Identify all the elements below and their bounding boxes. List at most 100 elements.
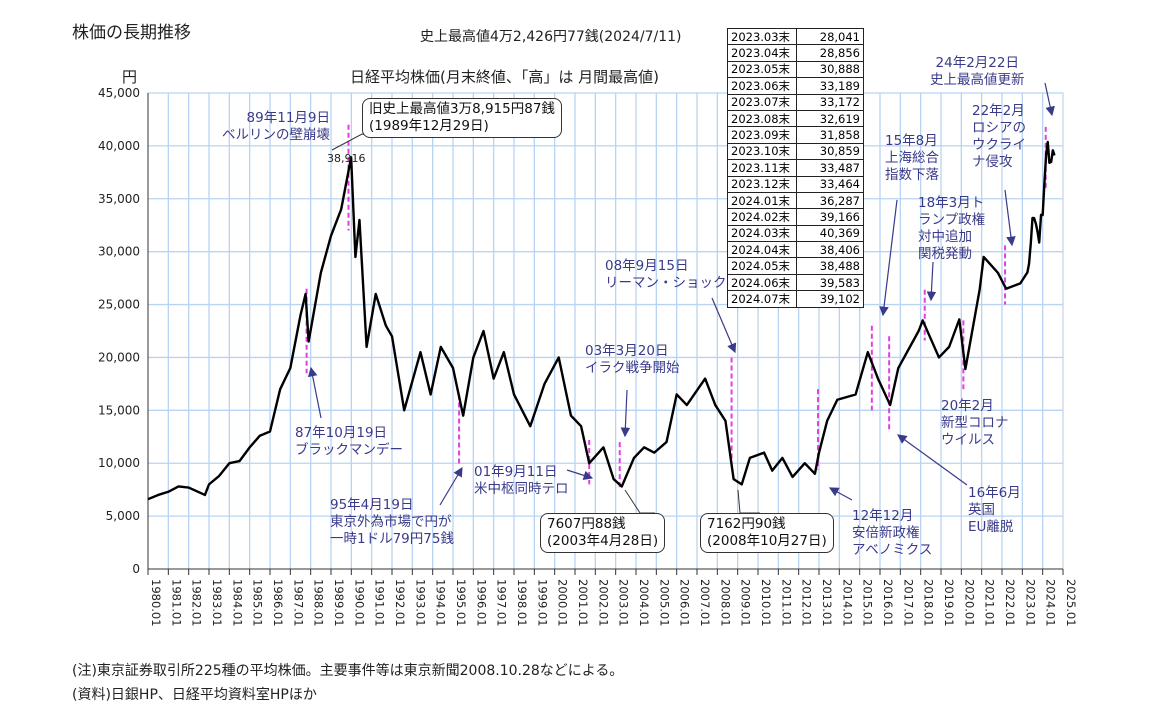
table-row: 2024.01末 36,287 xyxy=(727,191,864,210)
table-date-cell: 2023.05末 xyxy=(727,60,797,79)
table-row: 2024.04末 38,406 xyxy=(727,241,864,259)
table-value-cell: 40,369 xyxy=(796,224,864,243)
table-date-cell: 2024.03末 xyxy=(727,224,797,243)
series-line-nikkei xyxy=(147,140,1056,501)
x-tick-label: 2007.01 xyxy=(698,579,712,627)
x-tick-label: 2020.01 xyxy=(962,579,976,627)
y-tick-label: 0 xyxy=(132,562,140,576)
table-date-cell: 2023.03末 xyxy=(727,27,797,46)
table-value-cell: 38,406 xyxy=(796,241,864,259)
chart-subtitle: 日経平均株価(月末終値、「高」は 月間最高値) xyxy=(350,68,659,86)
x-tick-label: 1999.01 xyxy=(535,579,549,627)
table-row: 2024.03末 40,369 xyxy=(727,224,864,243)
x-tick-label: 2010.01 xyxy=(759,579,773,627)
x-tick-label: 2003.01 xyxy=(617,579,631,627)
table-row: 2023.12末 33,464 xyxy=(727,175,864,193)
table-date-cell: 2023.08末 xyxy=(727,109,797,128)
x-tick-label: 2000.01 xyxy=(556,579,570,627)
x-tick-label: 1996.01 xyxy=(474,579,488,627)
table-value-cell: 39,166 xyxy=(796,208,864,226)
x-tick-label: 2019.01 xyxy=(942,579,956,627)
y-tick-label: 25,000 xyxy=(98,298,140,312)
x-tick-label: 1997.01 xyxy=(495,579,509,627)
x-tick-label: 2017.01 xyxy=(901,579,915,627)
table-date-cell: 2023.06末 xyxy=(727,77,797,95)
y-tick-label: 30,000 xyxy=(98,245,140,259)
y-tick-label: 15,000 xyxy=(98,403,140,417)
x-tick-label: 2025.01 xyxy=(1064,579,1078,627)
x-tick-label: 1983.01 xyxy=(210,579,224,627)
table-value-cell: 30,859 xyxy=(796,142,864,161)
table-row: 2024.02末 39,166 xyxy=(727,208,864,226)
table-date-cell: 2024.07末 xyxy=(727,290,797,308)
callout-low-2003: 7607円88銭 (2003年4月28日) xyxy=(540,513,666,553)
table-row: 2024.05末 38,488 xyxy=(727,257,864,275)
table-value-cell: 39,583 xyxy=(796,273,864,292)
y-tick-label: 10,000 xyxy=(98,456,140,470)
annotation-arrow xyxy=(439,466,463,506)
annotation-sept11: 01年9月11日 米中枢同時テロ xyxy=(474,464,569,497)
table-date-cell: 2023.11末 xyxy=(727,159,797,177)
callout-low-2008: 7162円90銭 (2008年10月27日) xyxy=(700,513,834,553)
x-tick-label: 2022.01 xyxy=(1003,579,1017,627)
callout-line: (1989年12月29日) xyxy=(369,118,489,134)
annotation-arrow xyxy=(828,487,853,501)
page-title: 株価の長期推移 xyxy=(72,23,191,43)
recent-values-table: 2023.03末 28,041 2023.04末 28,856 2023.05末 30,8… xyxy=(727,27,864,308)
table-row: 2023.07末 33,172 xyxy=(727,93,864,111)
table-row: 2024.06末 39,583 xyxy=(727,273,864,292)
callout-line: (2003年4月28日) xyxy=(547,533,659,549)
y-tick-label: 40,000 xyxy=(98,139,140,153)
annotation-iraq: 03年3月20日 イラク戦争開始 xyxy=(585,343,680,376)
table-value-cell: 39,102 xyxy=(796,290,864,308)
x-tick-label: 1987.01 xyxy=(291,579,305,627)
table-row: 2023.05末 30,888 xyxy=(727,60,864,79)
x-tick-label: 2023.01 xyxy=(1023,579,1037,627)
annotation-ukraine: 22年2月 ロシアの ウクライ ナ侵攻 xyxy=(972,103,1026,170)
annotation-arrow xyxy=(897,434,968,486)
x-tick-label: 1980.01 xyxy=(149,579,163,627)
x-tick-label: 1988.01 xyxy=(312,579,326,627)
annotation-brexit: 16年6月 英国 EU離脱 xyxy=(968,485,1021,535)
x-tick-label: 2018.01 xyxy=(922,579,936,627)
x-tick-label: 1986.01 xyxy=(271,579,285,627)
table-value-cell: 33,172 xyxy=(796,93,864,111)
table-value-cell: 33,487 xyxy=(796,159,864,177)
table-row: 2023.06末 33,189 xyxy=(727,77,864,95)
callout-old-high: 旧史上最高値3万8,915円87銭 (1989年12月29日) xyxy=(362,98,562,138)
table-value-cell: 31,858 xyxy=(796,126,864,144)
y-unit-label: 円 xyxy=(122,68,138,86)
annotation-covid: 20年2月 新型コロナ ウイルス xyxy=(941,398,1009,448)
table-row: 2023.03末 28,041 xyxy=(727,27,864,46)
callout-line: 旧史上最高値3万8,915円87銭 xyxy=(369,101,555,117)
x-tick-label: 2009.01 xyxy=(739,579,753,627)
x-tick-label: 1984.01 xyxy=(230,579,244,627)
table-date-cell: 2023.07末 xyxy=(727,93,797,111)
x-tick-label: 2004.01 xyxy=(637,579,651,627)
x-tick-label: 1994.01 xyxy=(434,579,448,627)
callout-line: 7607円88銭 xyxy=(547,516,626,532)
table-value-cell: 33,464 xyxy=(796,175,864,193)
x-tick-label: 2006.01 xyxy=(678,579,692,627)
x-tick-label: 1981.01 xyxy=(169,579,183,627)
table-date-cell: 2024.06末 xyxy=(727,273,797,292)
x-tick-label: 1993.01 xyxy=(413,579,427,627)
table-date-cell: 2024.04末 xyxy=(727,241,797,259)
table-date-cell: 2023.12末 xyxy=(727,175,797,193)
x-tick-label: 2021.01 xyxy=(983,579,997,627)
table-row: 2023.04末 28,856 xyxy=(727,44,864,62)
table-date-cell: 2023.10末 xyxy=(727,142,797,161)
table-row: 2023.10末 30,859 xyxy=(727,142,864,161)
annotation-record-2024: 24年2月22日 史上最高値更新 xyxy=(930,55,1025,88)
x-tick-label: 2001.01 xyxy=(576,579,590,627)
x-tick-label: 2016.01 xyxy=(881,579,895,627)
annotation-arrow xyxy=(1004,189,1016,247)
table-row: 2023.11末 33,487 xyxy=(727,159,864,177)
footer-note: (注)東京証券取引所225種の平均株価。主要事件等は東京新聞2008.10.28… xyxy=(72,663,624,679)
annotation-arrow xyxy=(566,469,594,481)
table-value-cell: 38,488 xyxy=(796,257,864,275)
footer-source: (資料)日銀HP、日経平均資料室HPほか xyxy=(72,687,317,703)
x-tick-label: 1995.01 xyxy=(454,579,468,627)
x-tick-label: 2005.01 xyxy=(657,579,671,627)
